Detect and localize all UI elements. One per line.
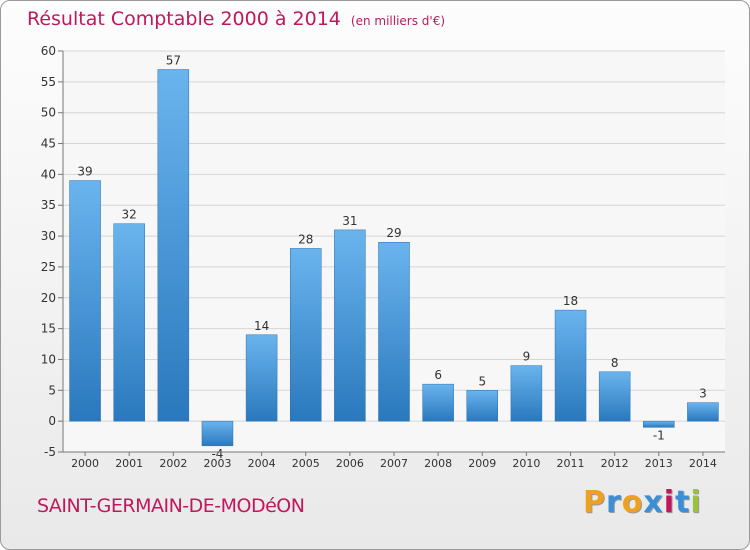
data-label: 39 xyxy=(77,165,92,179)
data-label: -1 xyxy=(653,428,665,442)
data-label: 14 xyxy=(254,319,269,333)
data-label: 6 xyxy=(434,368,442,382)
bar-2007 xyxy=(378,241,410,422)
x-tick-label: 2014 xyxy=(689,457,717,470)
logo-letter: P xyxy=(583,485,606,520)
logo-letter: i xyxy=(690,485,702,520)
x-tick-label: 2009 xyxy=(468,457,496,470)
x-tick-label: 2012 xyxy=(601,457,629,470)
data-label: 8 xyxy=(611,356,619,370)
bar-2009 xyxy=(466,390,499,422)
data-label: 5 xyxy=(478,374,486,388)
x-tick-label: 2002 xyxy=(159,457,187,470)
data-label: 3 xyxy=(699,387,707,401)
y-tick-label: 40 xyxy=(41,167,56,181)
x-tick-label: 2013 xyxy=(645,457,673,470)
bar-2003 xyxy=(201,420,234,447)
bar-2014 xyxy=(687,402,719,422)
proxiti-logo: Proxiti xyxy=(583,485,702,520)
y-tick-label: 50 xyxy=(41,106,56,120)
bars xyxy=(69,69,719,447)
data-label: 57 xyxy=(166,54,181,68)
y-tick-label: 0 xyxy=(48,414,56,428)
x-tick-label: 2005 xyxy=(292,457,320,470)
x-tick-label: 2007 xyxy=(380,457,408,470)
y-tick-label: 15 xyxy=(41,322,56,336)
bar-2012 xyxy=(598,371,631,422)
logo-letter: i xyxy=(663,485,676,520)
x-tick-label: 2003 xyxy=(203,457,231,470)
bar-2011 xyxy=(554,309,587,422)
y-tick-label: -5 xyxy=(44,445,56,459)
bar-2010 xyxy=(510,365,543,422)
y-tick-label: 35 xyxy=(41,198,56,212)
y-tick-label: 60 xyxy=(41,44,56,58)
x-tick-label: 2010 xyxy=(512,457,540,470)
logo-letter: t xyxy=(675,485,691,520)
bar-2000 xyxy=(69,180,101,422)
x-tick-label: 2001 xyxy=(115,457,143,470)
data-label: 31 xyxy=(342,214,357,228)
title-row: Résultat Comptable 2000 à 2014 (en millie… xyxy=(27,8,445,30)
logo-letter: r xyxy=(606,485,622,520)
y-tick-label: 25 xyxy=(41,260,56,274)
bar-2002 xyxy=(157,69,190,422)
commune-name: SAINT-GERMAIN-DE-MODéON xyxy=(37,495,305,517)
x-tick-label: 2008 xyxy=(424,457,452,470)
bar-2004 xyxy=(245,334,278,422)
bar-2008 xyxy=(422,383,454,422)
logo-letter: x xyxy=(643,485,664,520)
y-tick-label: 5 xyxy=(48,383,56,397)
chart-subtitle: (en milliers d'€) xyxy=(350,14,446,28)
y-tick-label: 30 xyxy=(41,229,56,243)
y-tick-label: 10 xyxy=(41,352,56,366)
bar-2013 xyxy=(643,420,675,428)
bar-2005 xyxy=(289,248,322,422)
data-label: 32 xyxy=(122,208,137,222)
x-tick-label: 2000 xyxy=(71,457,99,470)
data-label: 29 xyxy=(386,226,401,240)
y-tick-label: 20 xyxy=(41,291,56,305)
y-tick-label: 55 xyxy=(41,75,56,89)
chart-title: Résultat Comptable 2000 à 2014 xyxy=(27,8,341,30)
x-tick-label: 2006 xyxy=(336,457,364,470)
data-label: 9 xyxy=(523,350,531,364)
data-label: 18 xyxy=(563,294,578,308)
logo-letter: o xyxy=(621,485,644,520)
y-tick-label: 45 xyxy=(41,137,56,151)
bar-2001 xyxy=(113,223,145,422)
data-label: 28 xyxy=(298,232,313,246)
bar-2006 xyxy=(334,229,366,422)
x-tick-label: 2011 xyxy=(557,457,585,470)
x-tick-label: 2004 xyxy=(248,457,276,470)
